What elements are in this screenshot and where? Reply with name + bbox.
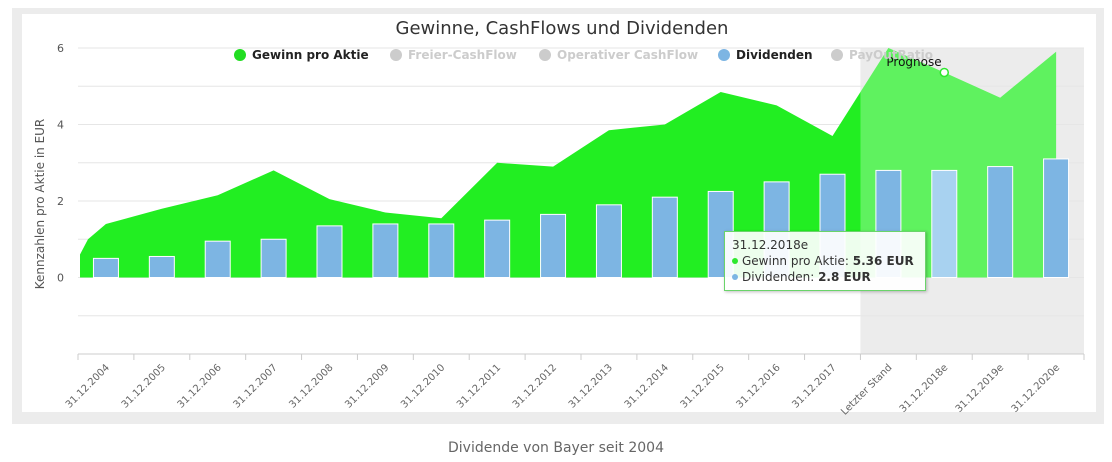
figure-caption: Dividende von Bayer seit 2004	[448, 440, 664, 456]
bar-dividenden	[260, 238, 287, 278]
legend-item-label: Dividenden	[736, 48, 813, 62]
legend-symbol	[718, 49, 730, 61]
x-tick-label: 31.12.2009	[343, 362, 391, 410]
tooltip-row-dividenden: Dividenden: 2.8 EUR	[732, 269, 918, 285]
bar-dividenden	[148, 255, 175, 278]
bar-dividenden	[484, 219, 511, 278]
tooltip-dividenden-label: Dividenden:	[742, 270, 819, 284]
legend-symbol	[234, 49, 246, 61]
tooltip-dividenden-dot	[732, 273, 738, 280]
x-tick-label: 31.12.2006	[176, 362, 224, 410]
bar-dividenden	[316, 225, 343, 279]
area-gewinn-pro-aktie	[80, 48, 1057, 278]
legend-item-label: PayOutRatio	[849, 48, 933, 62]
x-tick-label: 31.12.2016	[734, 362, 782, 410]
hover-marker	[939, 67, 950, 78]
legend-item-label: Operativer CashFlow	[557, 48, 698, 62]
bar-dividenden	[540, 213, 567, 278]
x-tick-label: 31.12.2010	[399, 362, 447, 410]
bar-dividenden	[1043, 158, 1070, 278]
x-tick-label: 31.12.2005	[120, 362, 168, 410]
bar-dividenden	[651, 196, 678, 278]
tooltip-dividenden-value: 2.8 EUR	[818, 270, 871, 284]
x-tick-label: 31.12.2013	[567, 362, 615, 410]
x-tick-label: 31.12.2017	[790, 362, 838, 410]
y-tick-label: 4	[57, 119, 64, 132]
x-tick-label: 31.12.2020e	[1010, 362, 1063, 415]
chart-title: Gewinne, CashFlows und Dividenden	[396, 18, 729, 39]
x-tick-label: 31.12.2011	[455, 362, 503, 410]
tooltip-date: 31.12.2018e	[732, 238, 809, 252]
legend-symbol	[539, 49, 551, 61]
x-tick-label: 31.12.2015	[679, 362, 727, 410]
x-tick-label: 31.12.2014	[623, 362, 671, 410]
legend-item-label: Freier-CashFlow	[408, 48, 517, 62]
x-tick-label: 31.12.2008	[287, 362, 335, 410]
x-tick-label: 31.12.2018e	[898, 362, 951, 415]
legend: Gewinn pro Aktie Freier-CashFlow Operative…	[234, 48, 933, 62]
y-tick-label: 2	[57, 195, 64, 208]
tooltip-gewinn-label: Gewinn pro Aktie:	[742, 254, 853, 268]
tooltip-gewinn-value: 5.36 EUR	[852, 254, 914, 268]
tooltip: 31.12.2018e Gewinn pro Aktie: 5.36 EUR D…	[724, 231, 926, 291]
tooltip-gewinn-dot	[732, 257, 738, 264]
x-tick-label: 31.12.2012	[511, 362, 559, 410]
legend-symbol	[831, 49, 843, 61]
tooltip-row-gewinn: Gewinn pro Aktie: 5.36 EUR	[732, 253, 918, 269]
y-tick-label: 0	[57, 272, 64, 285]
y-axis-label: Kennzahlen pro Aktie in EUR	[33, 119, 47, 290]
legend-item-label: Gewinn pro Aktie	[252, 48, 369, 62]
bar-dividenden	[372, 223, 399, 278]
x-tick-label: 31.12.2004	[64, 362, 112, 410]
bar-dividenden	[931, 169, 958, 278]
bar-dividenden	[204, 240, 231, 279]
y-tick-label: 6	[57, 42, 64, 55]
bar-dividenden	[595, 204, 622, 278]
bar-dividenden	[987, 166, 1014, 278]
forecast-label: Prognose	[886, 55, 941, 69]
bar-dividenden	[92, 257, 119, 278]
bar-dividenden	[428, 223, 455, 278]
x-tick-label: 31.12.2007	[231, 362, 279, 410]
x-tick-label: 31.12.2019e	[954, 362, 1007, 415]
x-tick-label: Letzter Stand	[839, 362, 894, 417]
legend-symbol	[390, 49, 402, 61]
